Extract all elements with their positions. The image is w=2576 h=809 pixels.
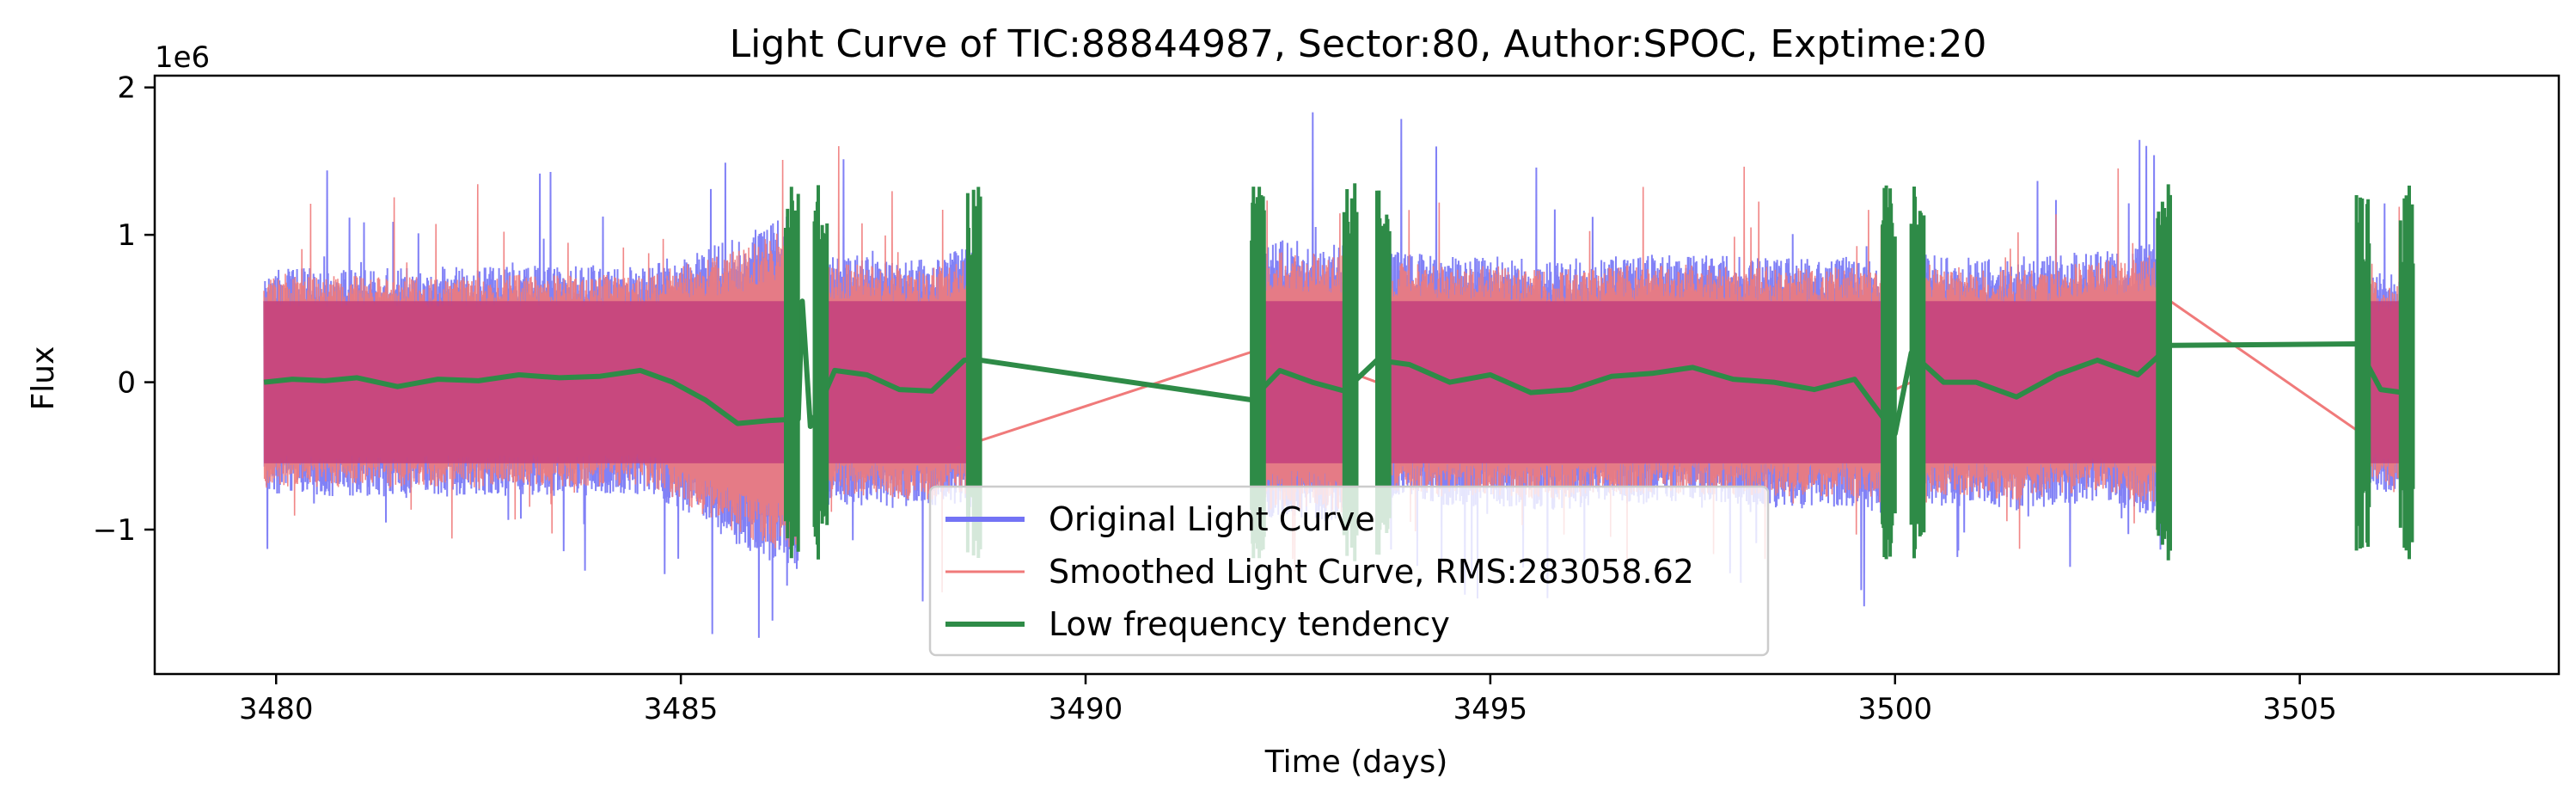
x-tick-label: 3505 bbox=[2262, 692, 2337, 726]
legend-label-original: Original Light Curve bbox=[1049, 500, 1375, 538]
trend-edge-burst-1-0 bbox=[812, 185, 829, 560]
x-tick-label: 3495 bbox=[1453, 692, 1528, 726]
y-tick-label: 1 bbox=[117, 218, 136, 253]
y-axis-label: Flux bbox=[26, 346, 61, 411]
legend: Original Light Curve Smoothed Light Curv… bbox=[928, 485, 1770, 657]
trend-edge-burst-4-1 bbox=[2156, 184, 2172, 561]
trend-edge-burst-1-1 bbox=[965, 187, 982, 558]
axes-frame bbox=[153, 74, 2561, 676]
chart-title: Light Curve of TIC:88844987, Sector:80, … bbox=[730, 22, 1987, 66]
plot-area bbox=[263, 112, 2415, 638]
x-tick-label: 3480 bbox=[239, 692, 314, 726]
legend-label-smoothed: Smoothed Light Curve, RMS:283058.62 bbox=[1049, 553, 1694, 591]
series-blend-band-0 bbox=[264, 301, 798, 463]
trend-edge-burst-5-1 bbox=[2398, 185, 2415, 560]
x-tick-label: 3485 bbox=[644, 692, 719, 726]
y-tick-label: 2 bbox=[117, 71, 136, 106]
trend-edge-burst-2-0 bbox=[1250, 187, 1266, 559]
trend-edge-burst-5-0 bbox=[2354, 195, 2371, 551]
series-1-bridge-3 bbox=[2169, 300, 2374, 443]
series-0-segment-2 bbox=[1251, 112, 1358, 525]
legend-label-trend: Low frequency tendency bbox=[1049, 605, 1450, 643]
series-smoothed-light-curve bbox=[263, 145, 2414, 593]
x-axis-ticks: 3480 3485 3490 3495 3500 3505 bbox=[239, 674, 2337, 726]
series-low-frequency-tendency bbox=[263, 183, 2415, 561]
y-tick-label: −1 bbox=[93, 513, 136, 548]
trend-line bbox=[263, 298, 2414, 437]
trend-edge-burst-2-1 bbox=[1342, 183, 1359, 561]
series-blend-band-1 bbox=[814, 301, 981, 463]
y-axis-ticks: −1 0 1 2 bbox=[93, 71, 155, 548]
y-tick-label: 0 bbox=[117, 366, 136, 401]
y-offset-text: 1e6 bbox=[155, 40, 210, 75]
trend-edge-burst-0-1 bbox=[784, 187, 800, 559]
x-tick-label: 3500 bbox=[1857, 692, 1932, 726]
x-axis-label: Time (days) bbox=[1264, 745, 1448, 780]
trend-edge-burst-3-0 bbox=[1375, 190, 1392, 555]
series-1-bridge-0 bbox=[955, 344, 1273, 450]
series-1-segment-2 bbox=[1251, 200, 1357, 572]
legend-box bbox=[928, 485, 1770, 657]
x-tick-label: 3490 bbox=[1049, 692, 1123, 726]
trend-edge-burst-4-0 bbox=[1909, 187, 1926, 559]
trend-edge-burst-3-1 bbox=[1881, 185, 1897, 560]
